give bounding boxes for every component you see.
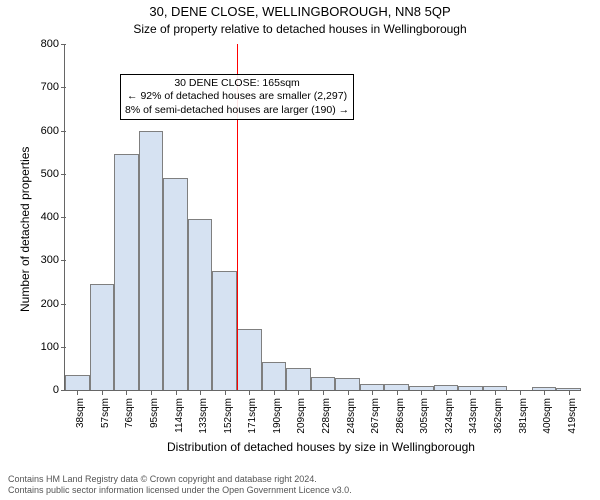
annotation-box: 30 DENE CLOSE: 165sqm← 92% of detached h… [120, 74, 354, 119]
histogram-bar [163, 178, 188, 390]
x-tick-label: 362sqm [493, 398, 504, 434]
x-tick-mark [176, 390, 177, 395]
y-tick-label: 500 [41, 168, 65, 180]
histogram-bar [65, 375, 90, 390]
x-tick-label: 133sqm [198, 398, 209, 434]
y-tick-label: 600 [41, 125, 65, 137]
histogram-bar [237, 329, 262, 390]
x-tick-label: 381sqm [518, 398, 529, 434]
y-tick-label: 400 [41, 211, 65, 223]
x-tick-label: 152sqm [223, 398, 234, 434]
x-tick-mark [102, 390, 103, 395]
x-tick-mark [77, 390, 78, 395]
x-tick-mark [421, 390, 422, 395]
y-tick-label: 200 [41, 298, 65, 310]
annotation-line: ← 92% of detached houses are smaller (2,… [125, 90, 349, 103]
y-tick-label: 800 [41, 38, 65, 50]
x-tick-mark [544, 390, 545, 395]
x-tick-mark [323, 390, 324, 395]
x-tick-mark [200, 390, 201, 395]
chart-title-top: 30, DENE CLOSE, WELLINGBOROUGH, NN8 5QP [0, 4, 600, 19]
x-tick-label: 57sqm [100, 398, 111, 428]
histogram-bar [188, 219, 213, 390]
y-tick-label: 100 [41, 341, 65, 353]
x-axis-label: Distribution of detached houses by size … [167, 440, 475, 454]
x-tick-mark [274, 390, 275, 395]
x-tick-mark [151, 390, 152, 395]
x-tick-label: 248sqm [346, 398, 357, 434]
y-tick-label: 300 [41, 254, 65, 266]
x-tick-label: 114sqm [174, 398, 185, 433]
x-tick-mark [446, 390, 447, 395]
annotation-line: 30 DENE CLOSE: 165sqm [125, 77, 349, 90]
x-tick-label: 190sqm [272, 398, 283, 434]
histogram-bar [212, 271, 237, 390]
histogram-bar [90, 284, 115, 390]
y-tick-label: 700 [41, 81, 65, 93]
y-tick-label: 0 [53, 384, 65, 396]
x-tick-label: 419sqm [567, 398, 578, 434]
histogram-bar [335, 378, 360, 390]
x-tick-mark [225, 390, 226, 395]
footer-line-1: Contains HM Land Registry data © Crown c… [8, 474, 352, 485]
x-tick-label: 400sqm [542, 398, 553, 434]
x-tick-mark [348, 390, 349, 395]
x-tick-label: 76sqm [124, 398, 135, 428]
histogram-bar [262, 362, 287, 390]
x-tick-mark [372, 390, 373, 395]
footer-attribution: Contains HM Land Registry data © Crown c… [8, 474, 352, 496]
x-tick-mark [397, 390, 398, 395]
x-tick-mark [495, 390, 496, 395]
histogram-bar [286, 368, 311, 390]
x-tick-mark [520, 390, 521, 395]
chart-container: 30, DENE CLOSE, WELLINGBOROUGH, NN8 5QP … [0, 0, 600, 500]
x-tick-mark [126, 390, 127, 395]
x-tick-label: 286sqm [395, 398, 406, 434]
histogram-bar [139, 131, 164, 391]
y-axis-label: Number of detached properties [18, 147, 32, 312]
x-tick-label: 209sqm [296, 398, 307, 434]
plot-area: 010020030040050060070080038sqm57sqm76sqm… [64, 44, 581, 391]
x-tick-mark [249, 390, 250, 395]
chart-title-sub: Size of property relative to detached ho… [0, 22, 600, 36]
x-tick-label: 95sqm [149, 398, 160, 428]
x-tick-label: 305sqm [419, 398, 430, 434]
histogram-bar [311, 377, 336, 390]
histogram-bar [114, 154, 139, 390]
x-tick-label: 343sqm [468, 398, 479, 434]
annotation-line: 8% of semi-detached houses are larger (1… [125, 104, 349, 117]
x-tick-label: 324sqm [444, 398, 455, 434]
footer-line-2: Contains public sector information licen… [8, 485, 352, 496]
x-tick-mark [470, 390, 471, 395]
x-tick-label: 267sqm [370, 398, 381, 434]
x-tick-mark [569, 390, 570, 395]
x-tick-label: 38sqm [75, 398, 86, 428]
x-tick-mark [298, 390, 299, 395]
x-tick-label: 228sqm [321, 398, 332, 434]
x-tick-label: 171sqm [247, 398, 258, 434]
